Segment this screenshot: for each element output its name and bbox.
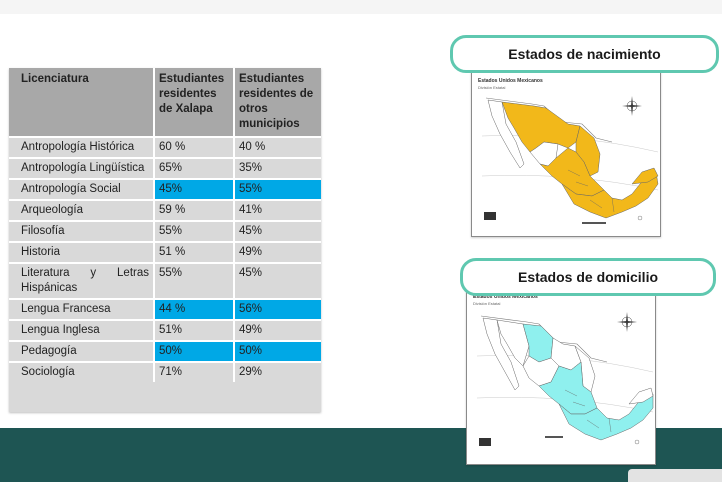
cell-licenciatura: Sociología	[9, 361, 155, 382]
table-row-highlighted: Lengua Francesa 44 % 56%	[9, 298, 321, 319]
header-otros: Estudiantes residentes de otros municipi…	[235, 68, 321, 136]
table-row: Sociología 71% 29%	[9, 361, 321, 382]
cell-otros: 29%	[235, 361, 321, 382]
cell-licenciatura: Arqueología	[9, 199, 155, 220]
licenciatura-table-card: Licenciatura Estudiantes residentes de X…	[9, 68, 321, 412]
video-controls-overlay[interactable]	[628, 469, 722, 482]
map-subtitle: División Estatal	[478, 85, 506, 90]
cell-xalapa: 44 %	[155, 298, 235, 319]
cell-xalapa: 55%	[155, 220, 235, 241]
cell-licenciatura: Historia	[9, 241, 155, 262]
title-estados-nacimiento: Estados de nacimiento	[450, 35, 719, 73]
mexico-map-domicilio	[476, 312, 654, 446]
cell-xalapa: 45%	[155, 178, 235, 199]
cell-otros: 40 %	[235, 136, 321, 157]
cell-otros: 50%	[235, 340, 321, 361]
table-row-highlighted: Pedagogía 50% 50%	[9, 340, 321, 361]
slide-top-band	[0, 0, 722, 14]
compass-icon	[617, 312, 637, 332]
cell-otros: 45%	[235, 220, 321, 241]
cell-otros: 56%	[235, 298, 321, 319]
cell-licenciatura: Literatura y Letras Hispánicas	[9, 262, 155, 298]
cell-otros: 49%	[235, 319, 321, 340]
table-row: Filosofía 55% 45%	[9, 220, 321, 241]
title-text: Estados de nacimiento	[508, 46, 661, 62]
cell-licenciatura: Antropología Histórica	[9, 136, 155, 157]
table-row-highlighted: Antropología Social 45% 55%	[9, 178, 321, 199]
cell-xalapa: 71%	[155, 361, 235, 382]
cell-licenciatura: Lengua Francesa	[9, 298, 155, 319]
cell-licenciatura: Antropología Social	[9, 178, 155, 199]
cell-otros: 55%	[235, 178, 321, 199]
title-estados-domicilio: Estados de domicilio	[460, 258, 716, 296]
table-header-row: Licenciatura Estudiantes residentes de X…	[9, 68, 321, 136]
cell-xalapa: 59 %	[155, 199, 235, 220]
cell-licenciatura: Pedagogía	[9, 340, 155, 361]
map-subtitle: División Estatal	[473, 301, 501, 306]
cell-xalapa: 55%	[155, 262, 235, 298]
cell-otros: 35%	[235, 157, 321, 178]
licenciatura-table: Licenciatura Estudiantes residentes de X…	[9, 68, 321, 382]
map-title: Estados Unidos Mexicanos	[478, 78, 543, 84]
cell-otros: 45%	[235, 262, 321, 298]
mexico-map-nacimiento	[481, 96, 659, 224]
cell-licenciatura: Lengua Inglesa	[9, 319, 155, 340]
table-row: Antropología Histórica 60 % 40 %	[9, 136, 321, 157]
table-row: Historia 51 % 49%	[9, 241, 321, 262]
cell-xalapa: 50%	[155, 340, 235, 361]
table-row: Lengua Inglesa 51% 49%	[9, 319, 321, 340]
map-title: Estados Unidos Mexicanos	[473, 294, 538, 300]
map-nacimiento: Estados Unidos Mexicanos División Estata…	[471, 71, 661, 237]
cell-xalapa: 60 %	[155, 136, 235, 157]
cell-otros: 49%	[235, 241, 321, 262]
cell-otros: 41%	[235, 199, 321, 220]
cell-licenciatura: Filosofía	[9, 220, 155, 241]
header-xalapa: Estudiantes residentes de Xalapa	[155, 68, 235, 136]
title-text: Estados de domicilio	[517, 269, 659, 285]
header-licenciatura: Licenciatura	[9, 68, 155, 136]
cell-xalapa: 51%	[155, 319, 235, 340]
table-row: Arqueología 59 % 41%	[9, 199, 321, 220]
cell-licenciatura: Antropología Lingüística	[9, 157, 155, 178]
cell-xalapa: 65%	[155, 157, 235, 178]
cell-xalapa: 51 %	[155, 241, 235, 262]
table-row: Literatura y Letras Hispánicas 55% 45%	[9, 262, 321, 298]
map-domicilio: Estados Unidos Mexicanos División Estata…	[466, 285, 656, 465]
table-row: Antropología Lingüística 65% 35%	[9, 157, 321, 178]
compass-icon	[622, 96, 642, 116]
